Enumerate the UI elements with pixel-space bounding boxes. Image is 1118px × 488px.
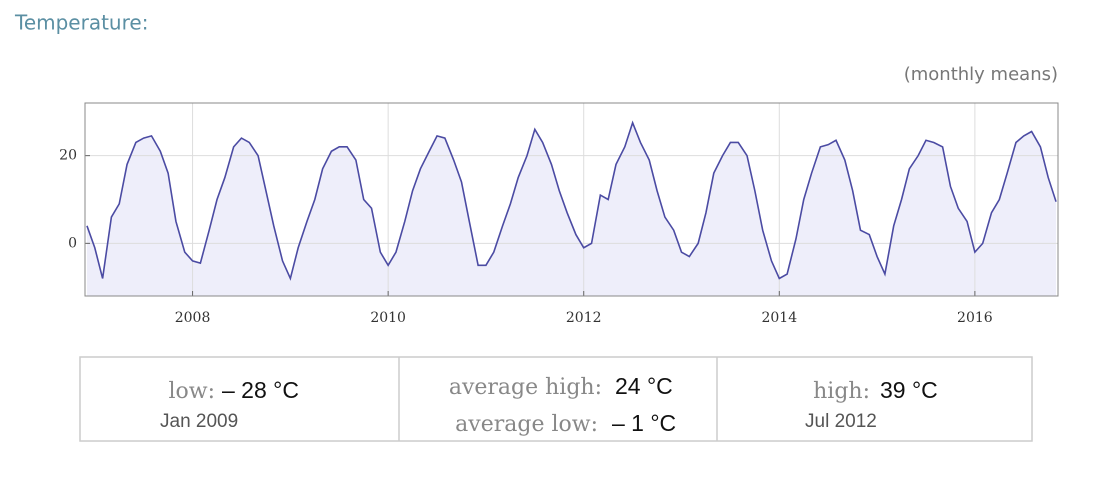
- average-high-label: average high:: [449, 375, 602, 400]
- low-value: – 28 °C: [222, 377, 299, 403]
- average-low-value: – 1 °C: [612, 410, 676, 436]
- high-label: high:: [813, 379, 870, 404]
- area: [86, 122, 1057, 297]
- x-tick-label: 2016: [957, 310, 993, 326]
- low-label: low:: [168, 379, 215, 404]
- x-tick-label: 2010: [370, 310, 406, 326]
- high-date: Jul 2012: [805, 411, 877, 432]
- table-border: [79, 356, 1033, 442]
- x-tick-label: 2014: [761, 310, 797, 326]
- average-high-value: 24 °C: [615, 373, 673, 399]
- chart-title: Temperature:: [14, 11, 148, 35]
- average-low-label: average low:: [455, 412, 598, 437]
- chart-subtitle: (monthly means): [904, 64, 1058, 85]
- y-tick-label: 20: [59, 148, 77, 164]
- x-tick-label: 2012: [566, 310, 602, 326]
- high-value: 39 °C: [880, 377, 938, 403]
- low-date: Jan 2009: [160, 411, 238, 432]
- summary-table: low: – 28 °C Jan 2009 average high: 24 °…: [79, 356, 1033, 442]
- plot-frame: [84, 102, 1059, 297]
- x-tick-label: 2008: [175, 310, 211, 326]
- line: [86, 120, 1057, 281]
- y-tick-label: 0: [68, 235, 77, 251]
